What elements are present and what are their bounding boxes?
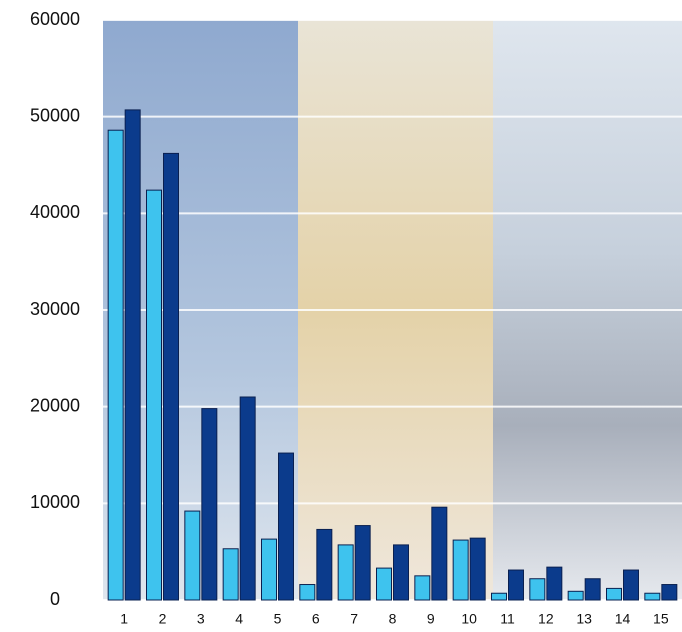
bar — [393, 544, 409, 601]
bar — [567, 590, 584, 601]
x-tick-label: 12 — [538, 611, 554, 627]
x-tick-label: 9 — [427, 611, 435, 627]
bar — [546, 566, 563, 601]
y-tick-label: 0 — [50, 589, 60, 609]
y-tick-label: 30000 — [30, 299, 80, 319]
x-tick-label: 11 — [500, 611, 515, 627]
bar — [623, 569, 639, 601]
y-tick-label: 60000 — [30, 9, 80, 29]
bar — [661, 584, 678, 601]
x-tick-label: 6 — [312, 611, 320, 627]
bar — [508, 569, 524, 601]
bar — [261, 538, 277, 601]
bar — [469, 537, 486, 601]
y-tick-label: 20000 — [30, 395, 80, 415]
bar — [107, 129, 124, 601]
y-tick-label: 50000 — [30, 105, 80, 125]
x-tick-label: 14 — [615, 611, 631, 627]
bar — [337, 544, 354, 601]
bar — [606, 587, 622, 601]
bar — [452, 539, 469, 601]
x-tick-label: 8 — [389, 611, 397, 627]
x-tick-label: 2 — [159, 611, 167, 627]
bar — [201, 408, 218, 601]
bar — [222, 548, 239, 601]
bar — [163, 152, 179, 601]
bar — [124, 109, 141, 601]
bar — [376, 567, 392, 601]
x-tick-label: 7 — [350, 611, 358, 627]
x-tick-label: 4 — [235, 611, 243, 627]
bar — [299, 584, 316, 601]
x-tick-label: 1 — [120, 611, 128, 627]
bar — [644, 592, 661, 601]
bar — [184, 510, 201, 601]
bar — [239, 396, 256, 601]
bar — [278, 452, 294, 601]
bar — [354, 525, 371, 601]
bar — [431, 506, 448, 601]
y-tick-label: 10000 — [30, 492, 80, 512]
x-tick-label: 15 — [653, 611, 669, 627]
x-tick-label: 10 — [461, 611, 477, 627]
bar — [491, 592, 507, 601]
bar — [316, 528, 333, 601]
x-tick-label: 5 — [274, 611, 282, 627]
bar — [529, 578, 546, 601]
y-tick-label: 40000 — [30, 202, 80, 222]
bar — [584, 578, 601, 601]
x-tick-label: 3 — [197, 611, 205, 627]
x-tick-label: 13 — [576, 611, 592, 627]
bar — [414, 575, 431, 601]
bar — [146, 189, 162, 601]
